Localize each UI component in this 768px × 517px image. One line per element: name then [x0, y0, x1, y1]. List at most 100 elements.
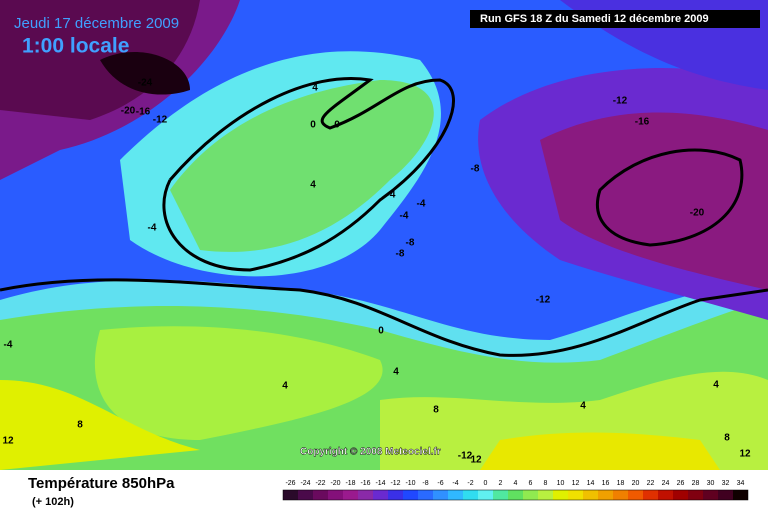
- contour-label: 0: [378, 326, 384, 337]
- legend-label: -12: [390, 480, 400, 487]
- legend-label: -4: [452, 480, 458, 487]
- legend-label: -6: [437, 480, 443, 487]
- legend-swatch: [613, 490, 628, 500]
- contour-label: -8: [406, 238, 415, 249]
- contour-label: -8: [471, 164, 480, 175]
- legend-swatch: [538, 490, 553, 500]
- legend-frame: [282, 489, 749, 501]
- footer-title: Température 850hPa: [28, 475, 175, 492]
- legend-swatch: [688, 490, 703, 500]
- legend-swatch: [508, 490, 523, 500]
- legend-label: -24: [300, 480, 310, 487]
- run-info: Run GFS 18 Z du Samedi 12 décembre 2009: [480, 13, 709, 25]
- legend-swatch: [328, 490, 343, 500]
- legend-label: 24: [662, 480, 670, 487]
- legend-swatch: [418, 490, 433, 500]
- legend-swatch: [553, 490, 568, 500]
- legend-swatch: [448, 490, 463, 500]
- legend-swatch: [628, 490, 643, 500]
- contour-label: 8: [724, 433, 730, 444]
- legend-label: -26: [285, 480, 295, 487]
- legend-label: 30: [707, 480, 715, 487]
- contour-label: -16: [136, 107, 151, 118]
- legend-swatch: [283, 490, 298, 500]
- legend-swatch: [343, 490, 358, 500]
- contour-label: 4: [282, 381, 288, 392]
- contour-label: -20: [121, 106, 136, 117]
- footer-subtitle: (+ 102h): [32, 496, 74, 508]
- contour-label: -12: [458, 451, 473, 462]
- legend-swatch: [358, 490, 373, 500]
- legend-swatch: [433, 490, 448, 500]
- contour-label: 0: [310, 120, 316, 131]
- legend-swatch: [478, 490, 493, 500]
- legend-swatch: [658, 490, 673, 500]
- legend-swatch: [568, 490, 583, 500]
- temperature-field: [0, 0, 768, 470]
- legend-swatch: [493, 490, 508, 500]
- legend-label: 2: [499, 480, 503, 487]
- copyright: Copyright © 2008 Meteociel.fr: [300, 447, 441, 458]
- contour-label: 0: [334, 120, 340, 131]
- contour-label: -24: [138, 78, 153, 89]
- legend-label: -18: [345, 480, 355, 487]
- legend-swatch: [583, 490, 598, 500]
- contour-label: -16: [635, 117, 650, 128]
- legend-swatch: [403, 490, 418, 500]
- contour-label: 4: [393, 367, 399, 378]
- contour-label: 4: [713, 380, 719, 391]
- legend-swatch: [523, 490, 538, 500]
- legend-label: -14: [375, 480, 385, 487]
- legend-swatch: [718, 490, 733, 500]
- contour-line: [595, 148, 744, 247]
- contour-label: -12: [153, 115, 168, 126]
- legend-label: 12: [572, 480, 580, 487]
- legend-swatch: [313, 490, 328, 500]
- legend-swatch: [703, 490, 718, 500]
- legend-swatch: [388, 490, 403, 500]
- contour-label: -8: [396, 249, 405, 260]
- legend-label: 20: [632, 480, 640, 487]
- legend-label: -22: [315, 480, 325, 487]
- legend-label: 6: [529, 480, 533, 487]
- contour-line: [162, 77, 455, 272]
- legend-label: -20: [330, 480, 340, 487]
- legend-label: 34: [737, 480, 745, 487]
- contour-label: 8: [77, 420, 83, 431]
- contour-label: 12: [470, 455, 482, 466]
- contour-label: -20: [690, 208, 705, 219]
- legend-swatch: [463, 490, 478, 500]
- contour-label: 12: [2, 436, 14, 447]
- contour-label: -4: [387, 190, 396, 201]
- legend-label: 22: [647, 480, 655, 487]
- legend-label: 16: [602, 480, 610, 487]
- legend-label: -10: [405, 480, 415, 487]
- legend-label: 14: [587, 480, 595, 487]
- contour-label: -4: [4, 340, 13, 351]
- contour-label: -12: [613, 96, 628, 107]
- legend-label: -8: [422, 480, 428, 487]
- legend-swatch: [298, 490, 313, 500]
- color-legend: -26 -24 -22 -20 -18 -16 -14 -12 -10 -8 -6 -4 -2 0 2 4 6 8…: [282, 480, 749, 501]
- legend-label: -2: [467, 480, 473, 487]
- contour-label: 4: [310, 180, 316, 191]
- legend-swatch: [733, 490, 748, 500]
- legend-label: 4: [514, 480, 518, 487]
- contour-label: 4: [580, 401, 586, 412]
- contour-label: -4: [148, 223, 157, 234]
- legend-swatch: [673, 490, 688, 500]
- legend-label: 0: [484, 480, 488, 487]
- legend-label: 32: [722, 480, 730, 487]
- legend-label: 18: [617, 480, 625, 487]
- legend-swatch: [598, 490, 613, 500]
- legend-swatch: [373, 490, 388, 500]
- forecast-date: Jeudi 17 décembre 2009: [14, 15, 179, 32]
- contour-label: 8: [433, 405, 439, 416]
- contour-line: [0, 278, 768, 357]
- legend-swatch: [643, 490, 658, 500]
- legend-label: 8: [544, 480, 548, 487]
- contour-label: -12: [536, 295, 551, 306]
- forecast-time: 1:00 locale: [22, 35, 129, 58]
- legend-label: 28: [692, 480, 700, 487]
